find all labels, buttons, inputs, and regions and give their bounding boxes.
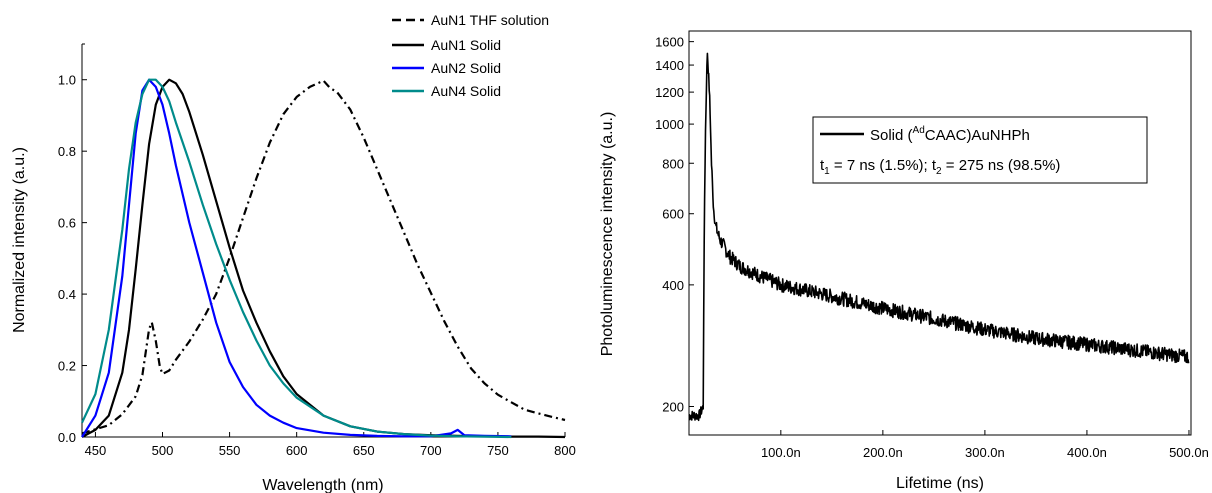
x-tick-label-right: 300.0n bbox=[965, 445, 1005, 460]
y-tick-label-left: 1.0 bbox=[58, 73, 76, 88]
x-tick-label-left: 450 bbox=[85, 443, 107, 458]
x-tick-label-right: 400.0n bbox=[1067, 445, 1107, 460]
y-tick-label-right: 200 bbox=[662, 399, 684, 414]
legend-right: Solid (AdCAAC)AuNHPh t1 = 7 ns (1.5%); t… bbox=[812, 116, 1148, 184]
plot-frame-right bbox=[688, 30, 1192, 436]
y-tick-label-right: 1400 bbox=[655, 58, 684, 73]
y-tick-label-right: 600 bbox=[662, 207, 684, 222]
x-tick-label-right: 500.0n bbox=[1169, 445, 1209, 460]
y-tick-label-left: 0.4 bbox=[58, 287, 76, 302]
x-ticks-left: 450 500 550 600 650 700 750 800 bbox=[85, 432, 576, 458]
y-ticks-left: 0.0 0.2 0.4 0.6 0.8 1.0 bbox=[58, 43, 87, 445]
series-line-aun1-solid bbox=[81, 78, 566, 439]
x-tick-label-left: 750 bbox=[487, 443, 509, 458]
y-tick-label-right: 1000 bbox=[655, 117, 684, 132]
y-tick-label-right: 1200 bbox=[655, 85, 684, 100]
legend-label-auN1-solid: AuN1 Solid bbox=[431, 37, 501, 53]
x-tick-label-right: 200.0n bbox=[863, 445, 903, 460]
y-axis-label-right: Photoluminescence intensity (a.u.) bbox=[599, 112, 616, 357]
legend-t2-subscript: 2 bbox=[936, 166, 942, 177]
legend-t2-symbol: t bbox=[932, 157, 937, 174]
legend-name-superscript: Ad bbox=[913, 125, 925, 136]
x-tick-label-left: 500 bbox=[152, 443, 174, 458]
series-group-right bbox=[688, 52, 1190, 422]
series-line-aun2-solid bbox=[81, 78, 512, 438]
legend-t1-text: = 7 ns (1.5%); bbox=[830, 157, 932, 174]
chart-emission-spectra: 450 500 550 600 650 700 750 800 0.0 0.2 0.4 0.6 0.8… bbox=[11, 12, 576, 493]
legend-label-auN1-thf: AuN1 THF solution bbox=[431, 12, 549, 28]
y-tick-label-right: 400 bbox=[662, 278, 684, 293]
y-tick-label-right: 1600 bbox=[655, 35, 684, 50]
legend-left: AuN1 THF solution AuN1 Solid AuN2 Solid … bbox=[392, 12, 549, 99]
x-axis-label-right: Lifetime (ns) bbox=[896, 475, 984, 492]
legend-label-auN4-solid: AuN4 Solid bbox=[431, 83, 501, 99]
legend-box-right bbox=[812, 116, 1148, 184]
x-tick-label-left: 800 bbox=[554, 443, 576, 458]
x-tick-label-left: 600 bbox=[286, 443, 308, 458]
series-group-left bbox=[81, 78, 566, 439]
y-tick-label-left: 0.8 bbox=[58, 144, 76, 159]
y-ticks-right: 200 400 600 800 1000 1200 1400 1600 bbox=[655, 35, 694, 414]
x-axis-label-left: Wavelength (nm) bbox=[262, 477, 383, 493]
series-line-aun4-solid bbox=[81, 78, 512, 439]
series-line-aun1-thf-solution bbox=[81, 79, 566, 435]
x-tick-label-right: 100.0n bbox=[761, 445, 801, 460]
legend-label-solid-auNHPh: Solid (AdCAAC)AuNHPh bbox=[870, 125, 1030, 144]
y-tick-label-right: 800 bbox=[662, 156, 684, 171]
legend-lifetimes: t1 = 7 ns (1.5%); t2 = 275 ns (98.5%) bbox=[820, 157, 1060, 177]
x-ticks-right: 100.0n 200.0n 300.0n 400.0n 500.0n bbox=[761, 430, 1209, 460]
chart-pl-lifetime: 100.0n 200.0n 300.0n 400.0n 500.0n 200 400 600… bbox=[599, 30, 1209, 492]
legend-label-auN2-solid: AuN2 Solid bbox=[431, 60, 501, 76]
legend-t1-symbol: t bbox=[820, 157, 825, 174]
y-tick-label-left: 0.2 bbox=[58, 359, 76, 374]
x-tick-label-left: 700 bbox=[420, 443, 442, 458]
legend-t2-text: = 275 ns (98.5%) bbox=[942, 157, 1061, 174]
legend-name-prefix: Solid ( bbox=[870, 127, 913, 144]
y-tick-label-left: 0.0 bbox=[58, 430, 76, 445]
legend-name-suffix: CAAC)AuNHPh bbox=[925, 127, 1030, 144]
y-tick-label-left: 0.6 bbox=[58, 216, 76, 231]
x-tick-label-left: 550 bbox=[219, 443, 241, 458]
legend-t1-subscript: 1 bbox=[824, 166, 830, 177]
x-tick-label-left: 650 bbox=[353, 443, 375, 458]
y-axis-label-left: Normalized intensity (a.u.) bbox=[11, 147, 28, 333]
series-line-solid-auNHPh bbox=[688, 52, 1190, 422]
